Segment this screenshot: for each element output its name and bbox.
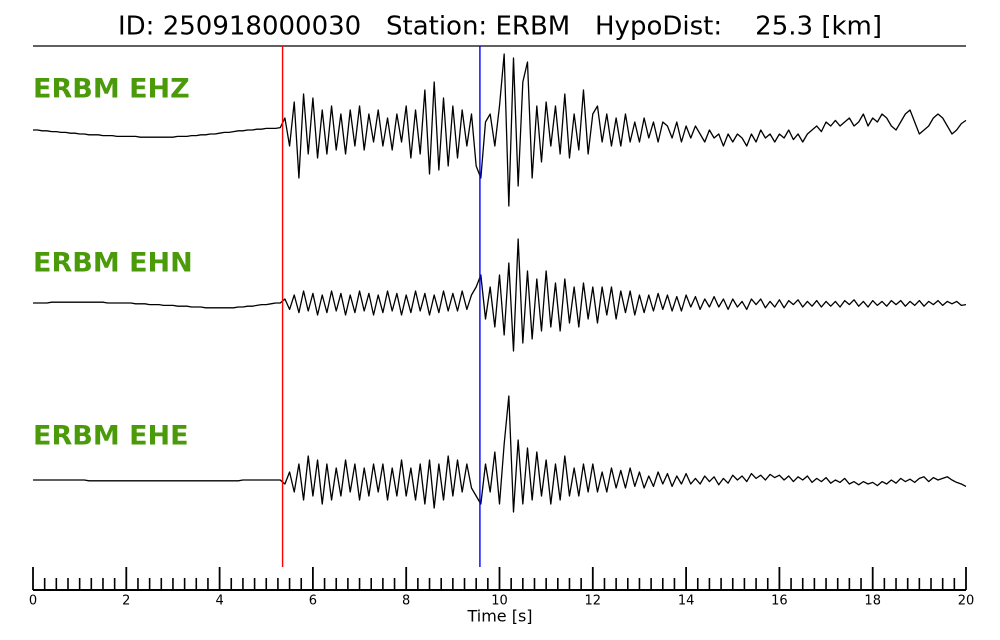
trace-label: ERBM EHN: [33, 248, 193, 279]
x-tick-label: 2: [122, 594, 130, 609]
waveform: [33, 53, 967, 207]
x-axis-label: Time [s]: [466, 607, 532, 626]
waveform: [33, 395, 967, 513]
x-tick-label: 0: [29, 594, 37, 609]
x-tick-label: 8: [402, 594, 410, 609]
x-tick-label: 12: [585, 594, 602, 609]
trace-label: ERBM EHE: [33, 421, 189, 452]
chart-title: ID: 250918000030 Station: ERBM HypoDist:…: [118, 12, 882, 42]
waveform: [33, 238, 967, 352]
x-tick-label: 16: [771, 594, 788, 609]
trace-label: ERBM EHZ: [33, 74, 190, 105]
x-tick-label: 6: [309, 594, 317, 609]
x-tick-label: 14: [678, 594, 695, 609]
x-tick-label: 10: [491, 594, 508, 609]
x-tick-label: 18: [864, 594, 881, 609]
x-tick-label: 4: [215, 594, 223, 609]
x-tick-label: 20: [958, 594, 975, 609]
